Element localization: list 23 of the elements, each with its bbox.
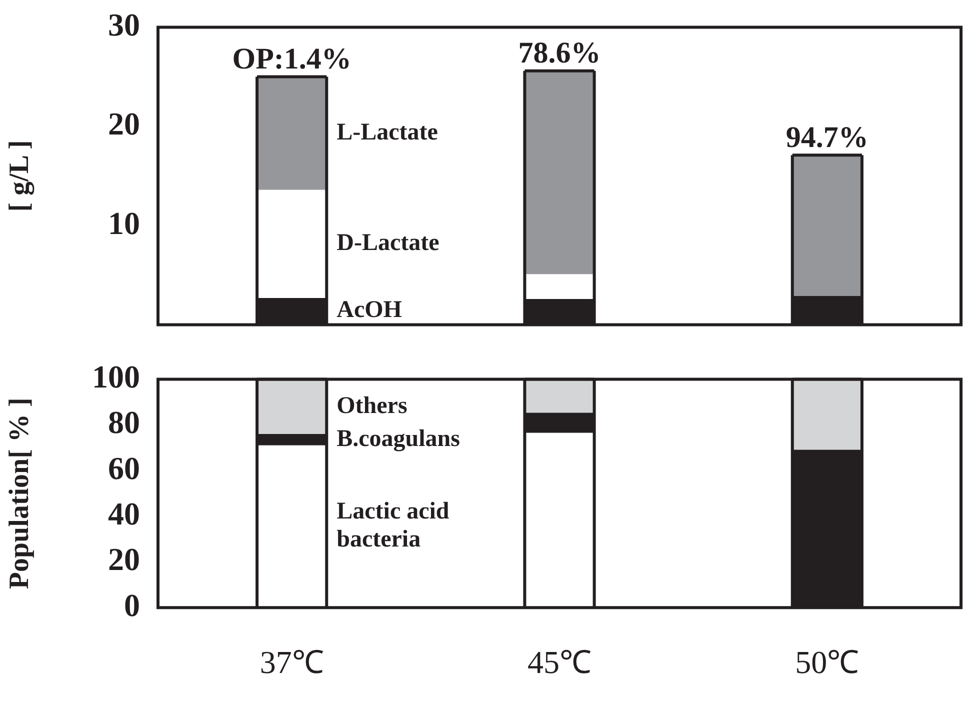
y-tick-label: 30 bbox=[108, 6, 140, 42]
y-axis-title: Population[ % ] bbox=[4, 398, 36, 590]
y-tick-label: 10 bbox=[108, 204, 140, 241]
y-tick-label: 40 bbox=[108, 496, 140, 532]
y-axis-title: [ g/L ] bbox=[4, 140, 36, 212]
series-label: Lactic acid bacteria bbox=[336, 498, 450, 553]
y-tick-label: 20 bbox=[108, 541, 140, 578]
series-label: B.coagulans bbox=[336, 426, 460, 452]
series-label: D-Lactate bbox=[336, 230, 440, 256]
y-tick-label: 20 bbox=[108, 106, 140, 142]
x-tick-label: 50℃ bbox=[795, 644, 860, 680]
y-tick-label: 80 bbox=[108, 404, 140, 440]
series-label: AcOH bbox=[336, 297, 402, 324]
annotation: OP:1.4% bbox=[232, 42, 352, 76]
series-label: Others bbox=[336, 392, 408, 419]
annotation: 94.7% bbox=[786, 120, 868, 154]
y-tick-label: 60 bbox=[108, 450, 140, 486]
y-tick-label: 100 bbox=[92, 358, 140, 394]
y-tick-label: 0 bbox=[124, 586, 140, 623]
annotation: 78.6% bbox=[518, 36, 601, 70]
x-tick-label: 45℃ bbox=[528, 644, 592, 680]
series-label: L-Lactate bbox=[336, 120, 438, 146]
x-tick-label: 37℃ bbox=[260, 644, 324, 680]
